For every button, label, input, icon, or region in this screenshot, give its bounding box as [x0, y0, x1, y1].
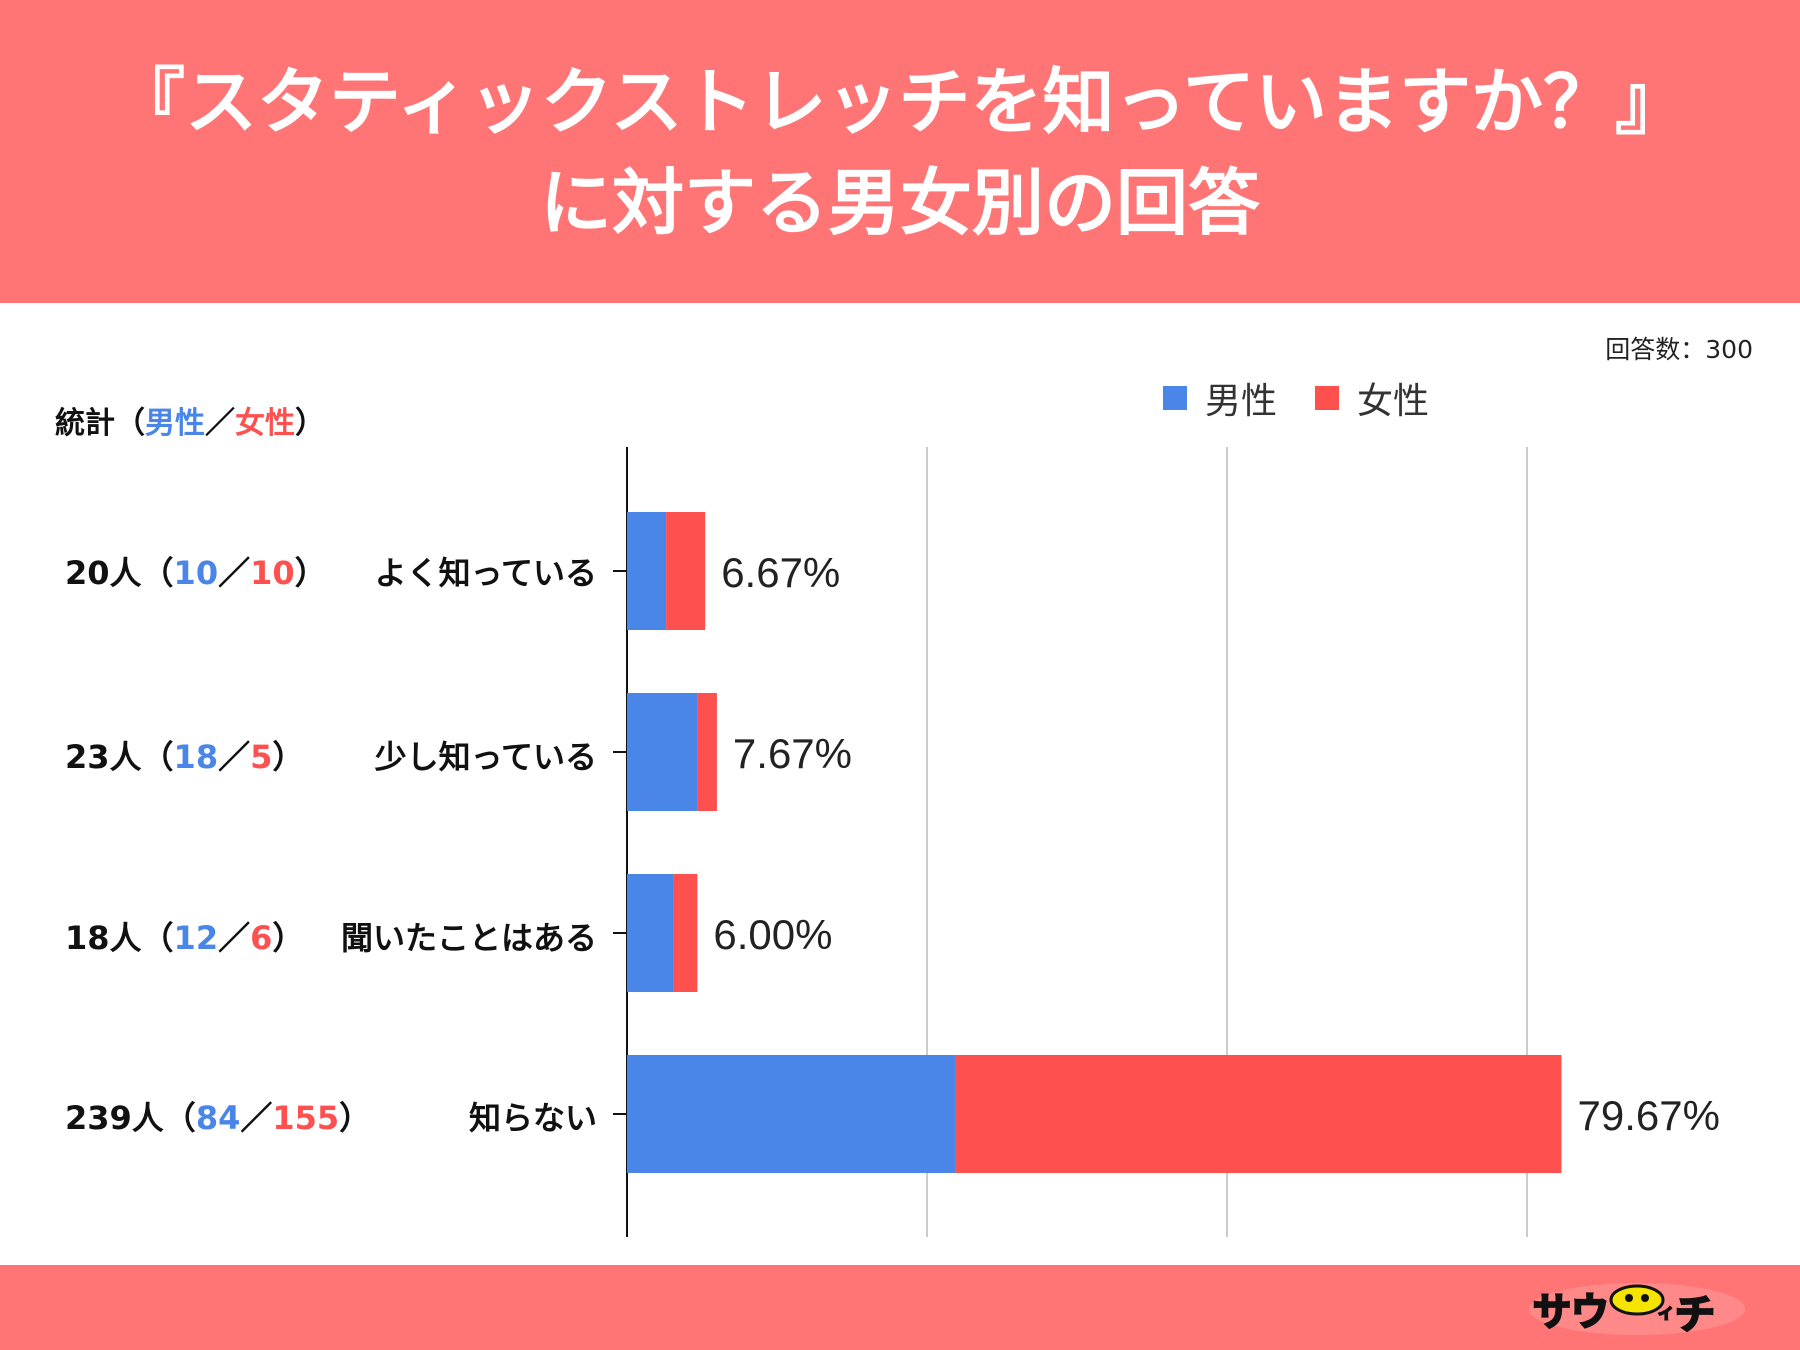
footer-band — [0, 1265, 1800, 1350]
stats-header-female: 女性 — [235, 406, 295, 441]
category-label: 少し知っている — [374, 738, 597, 776]
svg-text:サウ: サウ — [1533, 1290, 1609, 1334]
legend-label-male: 男性 — [1205, 381, 1278, 422]
stat-row: 18人（12／6） — [65, 913, 304, 959]
site-logo: サウ チ ィ — [1529, 1283, 1745, 1339]
stat-female: 6 — [250, 919, 273, 957]
bar-segment-female — [955, 1055, 1562, 1173]
bar-segment-female — [666, 512, 706, 630]
data-label: 7.67% — [733, 730, 852, 777]
stat-row: 239人（84／155） — [65, 1093, 371, 1139]
bar-segment-male — [627, 1055, 956, 1173]
stat-row: 23人（18／5） — [65, 732, 304, 778]
category-label: よく知っている — [374, 554, 597, 592]
stat-sep: ／ — [218, 738, 251, 776]
stat-male: 84 — [195, 1099, 241, 1137]
stat-male: 10 — [173, 554, 219, 592]
title-banner: 『スタティックストレッチを知っていますか？』 に対する男女別の回答 — [0, 0, 1800, 303]
svg-text:ィ: ィ — [1657, 1302, 1675, 1323]
stat-total: 23人（ — [65, 738, 174, 776]
chart-title-line-2: に対する男女別の回答 — [539, 161, 1260, 245]
bar-segment-female — [697, 693, 717, 811]
stats-header: 統計（男性／女性） — [55, 398, 325, 442]
stat-total: 239人（ — [65, 1099, 196, 1137]
data-label: 6.67% — [721, 549, 840, 596]
stat-male: 18 — [173, 738, 219, 776]
legend: 男性 女性 — [1163, 372, 1467, 424]
stat-close: ） — [339, 1099, 372, 1137]
data-label: 79.67% — [1577, 1092, 1719, 1139]
stat-female: 155 — [272, 1099, 340, 1137]
legend-item-male: 男性 — [1163, 372, 1277, 424]
bar-segment-male — [627, 512, 667, 630]
stats-header-suffix: ） — [295, 406, 325, 441]
legend-swatch-female — [1315, 386, 1340, 410]
stats-header-sep: ／ — [205, 406, 235, 441]
stat-sep: ／ — [240, 1099, 273, 1137]
bar-segment-female — [673, 874, 698, 992]
stat-male: 12 — [173, 919, 219, 957]
stats-header-prefix: 統計（ — [55, 406, 145, 441]
legend-swatch-male — [1163, 386, 1187, 410]
stat-close: ） — [272, 738, 305, 776]
data-label: 6.00% — [713, 911, 832, 958]
bar-segment-male — [627, 693, 698, 811]
respondent-count: 回答数：300 — [1605, 335, 1753, 364]
svg-text:チ: チ — [1675, 1292, 1715, 1338]
stat-close: ） — [294, 554, 327, 592]
stat-sep: ／ — [218, 554, 251, 592]
stat-female: 5 — [250, 738, 273, 776]
stat-sep: ／ — [218, 919, 251, 957]
stat-close: ） — [272, 919, 305, 957]
stats-header-male: 男性 — [145, 406, 205, 441]
stat-total: 20人（ — [65, 554, 174, 592]
legend-label-female: 女性 — [1357, 381, 1430, 422]
bar-segment-male — [627, 874, 674, 992]
legend-item-female: 女性 — [1315, 372, 1429, 424]
category-label: 知らない — [468, 1099, 597, 1137]
chart-title-line-1: 『スタティックストレッチを知っていますか？』 — [113, 60, 1687, 144]
category-label: 聞いたことはある — [340, 919, 597, 957]
stat-female: 10 — [250, 554, 295, 592]
stat-total: 18人（ — [65, 919, 174, 957]
stat-row: 20人（10／10） — [65, 548, 327, 594]
